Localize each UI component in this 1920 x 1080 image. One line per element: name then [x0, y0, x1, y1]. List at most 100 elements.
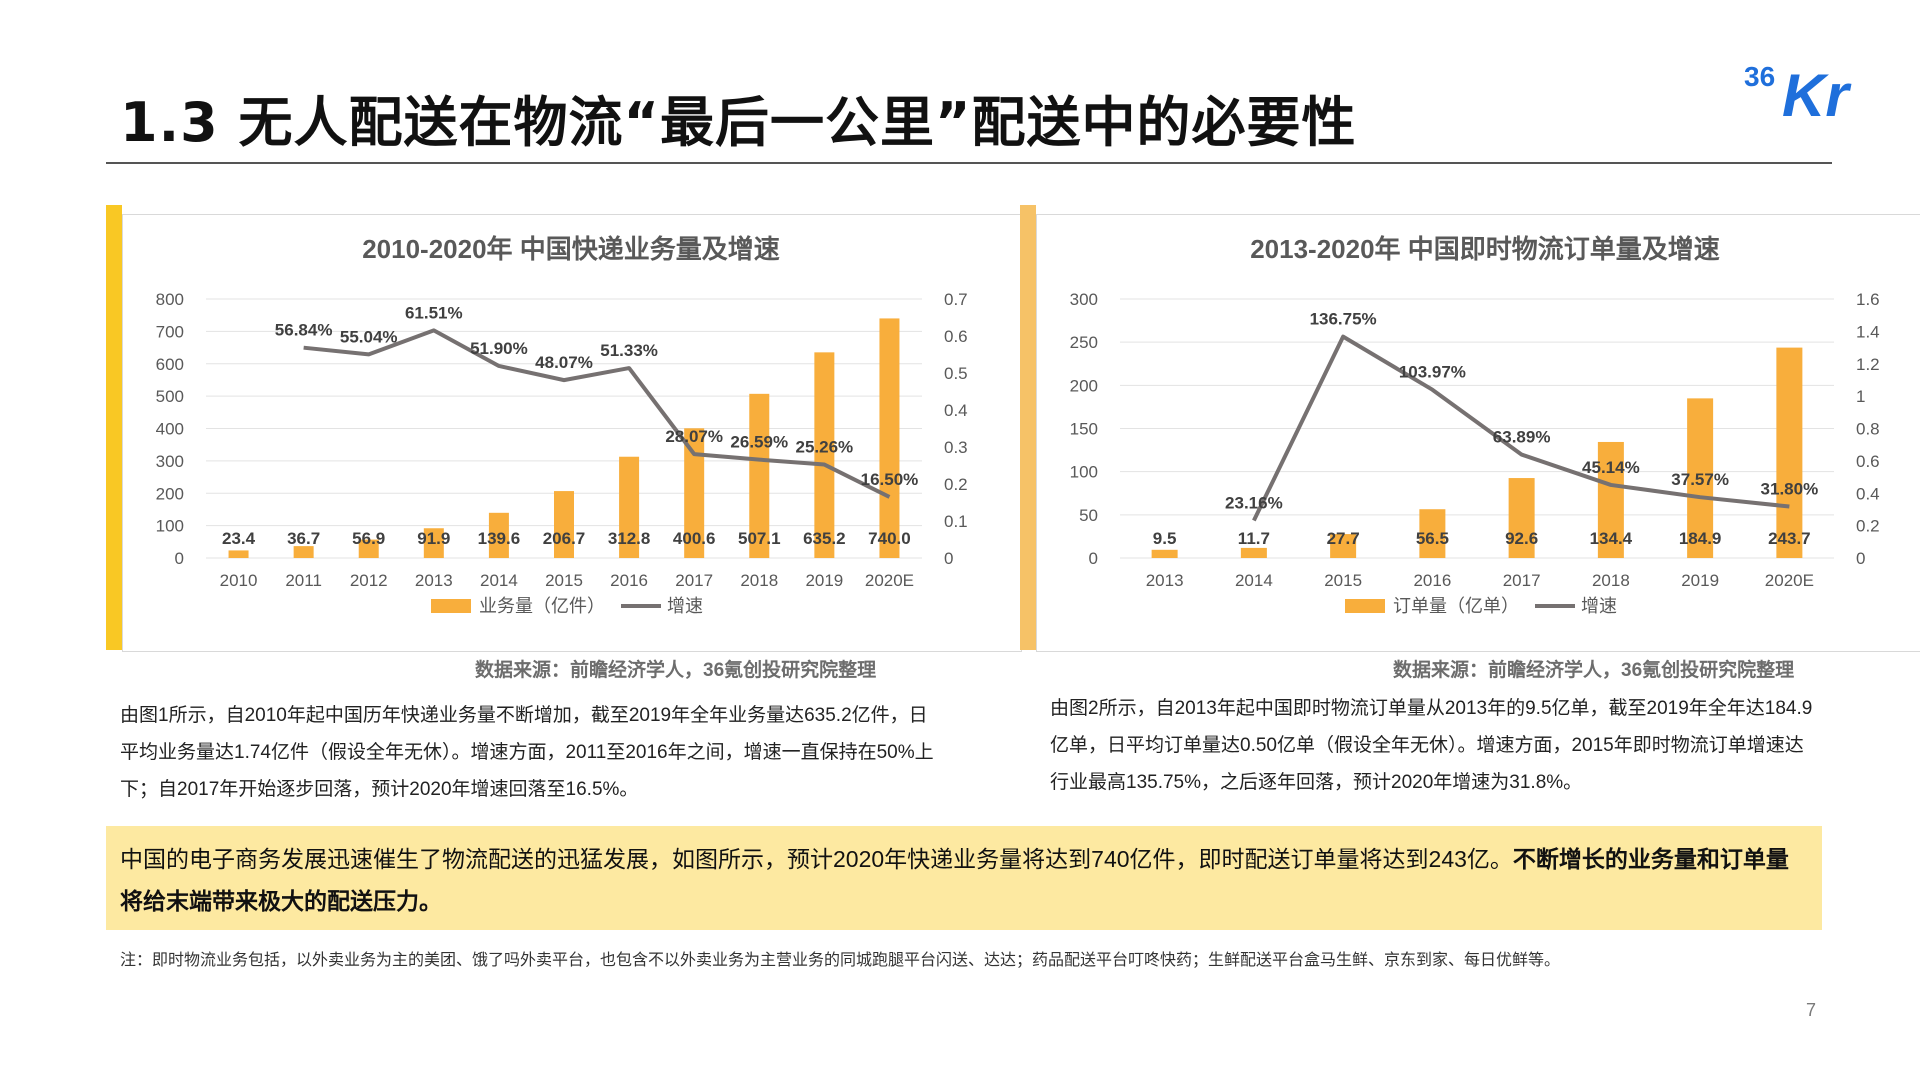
- chart2-y-right-tick: 1.2: [1856, 355, 1880, 374]
- chart2-panel: [1036, 214, 1920, 652]
- chart1-growth-line: [303, 328, 891, 499]
- chart1-bar: [293, 546, 314, 558]
- chart1-bar: [879, 318, 900, 558]
- chart2-y-left-tick: 300: [1070, 290, 1098, 309]
- chart2-bar: [1508, 478, 1535, 558]
- chart1-bar: [814, 352, 835, 558]
- chart2-bar-label: 92.6: [1505, 529, 1538, 548]
- chart1-y-left-tick: 100: [156, 517, 184, 536]
- logo-36: 36: [1744, 61, 1775, 92]
- chart1-bar-label: 56.9: [352, 529, 385, 548]
- chart1-bar: [554, 491, 574, 558]
- chart1-y-left-tick: 600: [156, 355, 184, 374]
- chart2-title: 2013-2020年 中国即时物流订单量及增速: [1250, 234, 1720, 264]
- chart1-y-left-tick: 0: [175, 549, 184, 568]
- chart1-bar-label: 635.2: [803, 529, 846, 548]
- chart1-legend-bar-label: 业务量（亿件）: [479, 596, 605, 616]
- chart1-line-label: 55.04%: [340, 327, 398, 346]
- chart1-bar-label: 139.6: [478, 529, 521, 548]
- chart1-y-right-tick: 0.6: [944, 327, 968, 346]
- chart1-y-right-tick: 0.4: [944, 401, 968, 420]
- chart1-y-left-tick: 700: [156, 322, 184, 341]
- chart2-bar-label: 56.5: [1416, 529, 1449, 548]
- chart2-y-right-tick: 0.2: [1856, 517, 1880, 536]
- chart1-line-label: 48.07%: [535, 353, 593, 372]
- chart2-y-left-tick: 100: [1070, 463, 1098, 482]
- chart2-accent-bar: [1020, 205, 1036, 650]
- chart2-x-tick: 2013: [1146, 571, 1184, 590]
- chart1-bar-label: 740.0: [868, 529, 911, 548]
- chart1-bar-label: 91.9: [417, 529, 450, 548]
- chart2-bar: [1151, 549, 1178, 558]
- chart2-bar-label: 9.5: [1153, 529, 1177, 548]
- chart1-bar: [228, 550, 249, 558]
- chart2-bar: [1776, 347, 1803, 558]
- takeaway-normal: 中国的电子商务发展迅速催生了物流配送的迅猛发展，如图所示，预计2020年快递业务…: [120, 846, 1513, 872]
- chart2-x-tick: 2015: [1324, 571, 1362, 590]
- chart1-x-tick: 2011: [285, 571, 322, 590]
- chart2-bar: [1597, 441, 1624, 558]
- chart1-line-label: 26.59%: [730, 433, 788, 452]
- chart2-line-label: 23.16%: [1225, 494, 1283, 513]
- key-takeaway-box: 中国的电子商务发展迅速催生了物流配送的迅猛发展，如图所示，预计2020年快递业务…: [106, 826, 1822, 930]
- chart2-x-tick: 2019: [1681, 571, 1719, 590]
- chart1-x-tick: 2015: [545, 571, 583, 590]
- chart1-y-left-tick: 200: [156, 484, 184, 503]
- chart2-growth-line: [1252, 334, 1790, 522]
- chart1-x-tick: 2010: [220, 571, 258, 590]
- chart2-y-right-tick: 0.6: [1856, 452, 1880, 471]
- chart2-line-label: 37.57%: [1671, 470, 1729, 489]
- chart1-bar: [684, 428, 705, 558]
- chart1-y-left-tick: 800: [156, 290, 184, 309]
- chart1-x-tick: 2018: [740, 571, 778, 590]
- page-number: 7: [1806, 1000, 1817, 1020]
- chart1-line-label: 16.50%: [861, 470, 919, 489]
- chart1-bar-label: 36.7: [287, 529, 320, 548]
- chart1-y-right-tick: 0.3: [944, 438, 968, 457]
- chart1-y-right-tick: 0.2: [944, 475, 968, 494]
- chart2-y-left-tick: 200: [1070, 376, 1098, 395]
- chart1-legend-line-label: 增速: [667, 596, 703, 616]
- chart2-y-right-tick: 0: [1856, 549, 1865, 568]
- express-volume-chart: 2010-2020年 中国快递业务量及增速 0 100 200 300 400 500 600…: [106, 205, 1022, 652]
- chart2-bar: [1330, 534, 1357, 558]
- chart1-bar-label: 23.4: [222, 529, 256, 548]
- chart1-y-right-tick: 0: [944, 549, 953, 568]
- chart1-bar: [423, 528, 444, 558]
- chart2-bar: [1240, 547, 1267, 558]
- chart1-bar: [488, 512, 509, 558]
- chart2-legend-bar-swatch: [1345, 599, 1385, 613]
- chart1-line-label: 25.26%: [796, 438, 854, 457]
- chart1-x-tick: 2019: [805, 571, 843, 590]
- chart2-line-label: 45.14%: [1582, 458, 1640, 477]
- chart2-line-label: 103.97%: [1399, 363, 1466, 382]
- chart1-bar-label: 400.6: [673, 529, 716, 548]
- chart1-x-tick: 2020E: [865, 571, 914, 590]
- chart2-y-right-tick: 1.4: [1856, 322, 1880, 341]
- chart1-title: 2010-2020年 中国快递业务量及增速: [362, 234, 780, 264]
- chart2-bar-label: 243.7: [1768, 529, 1811, 548]
- chart1-y-left-tick: 500: [156, 387, 184, 406]
- chart1-svg: 2010-2020年 中国快递业务量及增速 0 100 200 300 400 500 600…: [156, 234, 968, 616]
- chart1-accent-bar: [106, 205, 122, 650]
- chart2-x-tick: 2014: [1235, 571, 1273, 590]
- chart1-y-left-tick: 400: [156, 420, 184, 439]
- chart2-source: 数据来源：前瞻经济学人，36氪创投研究院整理: [1393, 660, 1795, 681]
- chart1-bar: [358, 539, 379, 558]
- chart1-line-label: 61.51%: [405, 303, 463, 322]
- chart2-bar-label: 27.7: [1327, 529, 1360, 548]
- chart2-line-label: 31.80%: [1761, 480, 1819, 499]
- chart1-bar-label: 206.7: [543, 529, 586, 548]
- chart2-y-right-tick: 1: [1856, 387, 1865, 406]
- title-divider: [106, 162, 1832, 164]
- chart1-legend-bar-swatch: [431, 599, 471, 613]
- chart2-y-left-tick: 250: [1070, 333, 1098, 352]
- chart1-bar-label: 312.8: [608, 529, 651, 548]
- chart1-x-tick: 2017: [675, 571, 713, 590]
- chart1-y-right-tick: 0.1: [944, 512, 968, 531]
- chart2-bar-label: 134.4: [1590, 529, 1633, 548]
- instant-logistics-chart: 2013-2020年 中国即时物流订单量及增速 0 50 100 150 200 250 30…: [1020, 205, 1920, 652]
- chart2-y-right-tick: 0.8: [1856, 420, 1880, 439]
- logo-kr: Kr: [1782, 62, 1852, 122]
- chart1-description: 由图1所示，自2010年起中国历年快递业务量不断增加，截至2019年全年业务量达…: [120, 705, 934, 800]
